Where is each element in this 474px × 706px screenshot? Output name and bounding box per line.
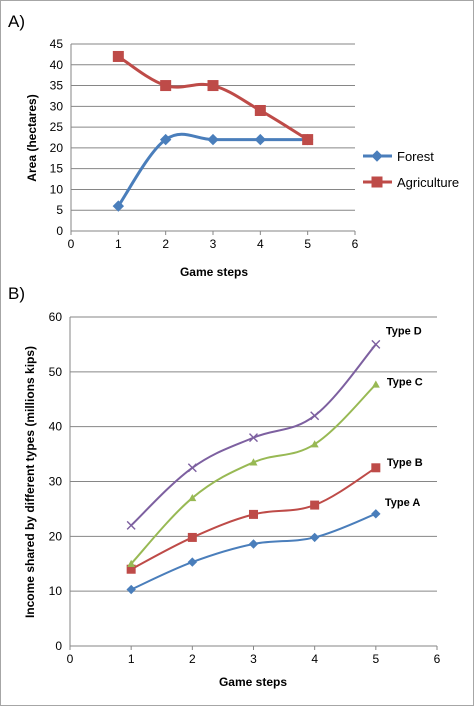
grid-b	[69, 316, 438, 650]
x-tick-label: 0	[68, 237, 75, 251]
data-point	[309, 532, 320, 543]
data-point	[371, 509, 381, 519]
y-tick-label: 10	[49, 584, 63, 598]
y-tick-label: 30	[49, 475, 63, 489]
x-tick-label: 6	[434, 652, 441, 666]
y-axis-title-a: Area (hectares)	[25, 94, 39, 181]
x-tick-labels-a: 0 1 2 3 4 5 6	[68, 237, 359, 251]
data-point	[207, 133, 219, 146]
series-labels-b: Type A Type B Type C Type D	[385, 325, 423, 508]
series-type-c	[127, 380, 380, 567]
x-tick-label: 3	[210, 237, 217, 251]
series-line	[130, 512, 377, 591]
data-point	[112, 200, 125, 212]
x-tick-labels-b: 0 1 2 3 4 5 6	[67, 652, 441, 666]
series-agriculture	[112, 50, 314, 146]
y-tick-label: 0	[55, 639, 62, 653]
data-point	[248, 539, 259, 549]
y-tick-label: 35	[50, 79, 64, 93]
x-tick-label: 5	[304, 237, 311, 251]
series-label: Type C	[387, 376, 423, 388]
panel-label-a: A)	[8, 12, 25, 31]
x-axis-title-b: Game steps	[219, 675, 287, 689]
y-tick-label: 45	[50, 37, 64, 51]
data-point	[249, 433, 258, 443]
series-group-b	[126, 339, 381, 595]
legend-marker	[371, 150, 383, 162]
data-point	[127, 559, 136, 567]
legend-item: Agriculture	[363, 175, 459, 190]
data-point	[254, 104, 266, 116]
data-point	[207, 80, 219, 92]
y-tick-label: 20	[50, 141, 64, 155]
data-point	[126, 520, 136, 530]
data-point	[160, 80, 172, 92]
data-point	[249, 458, 258, 466]
x-tick-label: 2	[189, 652, 196, 666]
x-tick-label: 0	[67, 652, 74, 666]
data-point	[371, 339, 381, 349]
y-tick-label: 0	[56, 224, 63, 238]
legend-marker	[371, 176, 383, 188]
data-point	[254, 133, 267, 146]
y-tick-label: 15	[50, 162, 64, 176]
data-point	[159, 133, 172, 146]
x-tick-label: 1	[115, 237, 122, 251]
legend-a: Forest Agriculture	[363, 149, 459, 190]
data-point	[112, 50, 124, 62]
data-point	[302, 134, 314, 146]
y-tick-label: 60	[49, 310, 63, 324]
legend-item: Forest	[363, 149, 434, 164]
data-point	[371, 463, 381, 473]
data-point	[371, 380, 380, 388]
data-point	[187, 532, 197, 542]
data-point	[188, 493, 197, 502]
series-label: Type D	[386, 325, 422, 337]
data-point	[126, 584, 136, 595]
y-tick-label: 20	[49, 529, 63, 543]
x-tick-label: 6	[352, 237, 359, 251]
x-tick-label: 4	[257, 237, 264, 251]
series-label: Type B	[387, 457, 423, 469]
x-axis-title-a: Game steps	[180, 265, 248, 279]
data-point	[310, 500, 320, 510]
y-axis-title-b: Income shared by different types (millio…	[23, 346, 37, 618]
y-tick-label: 5	[56, 203, 63, 217]
series-group-a	[112, 50, 314, 212]
y-tick-label: 10	[50, 182, 64, 196]
data-point	[310, 440, 319, 448]
y-tick-labels-b: 0 10 20 30 40 50 60	[49, 310, 63, 653]
legend-label: Forest	[397, 149, 434, 164]
x-tick-label: 4	[311, 652, 318, 666]
y-tick-labels-a: 0 5 10 15 20 25 30 35 40 45	[50, 37, 64, 238]
y-tick-label: 40	[50, 58, 64, 72]
x-tick-label: 5	[372, 652, 379, 666]
panel-label-b: B)	[8, 284, 25, 303]
legend-label: Agriculture	[397, 175, 459, 190]
y-tick-label: 25	[50, 120, 64, 134]
series-type-d	[126, 339, 381, 530]
series-type-a	[126, 509, 381, 595]
data-point	[187, 463, 197, 473]
y-tick-label: 50	[49, 365, 63, 379]
y-tick-label: 30	[50, 99, 64, 113]
series-label: Type A	[385, 497, 421, 509]
series-line	[130, 383, 377, 565]
data-point	[310, 411, 320, 421]
series-forest	[112, 132, 314, 212]
y-tick-label: 40	[49, 420, 63, 434]
x-tick-label: 1	[128, 652, 135, 666]
data-point	[249, 509, 258, 519]
x-tick-label: 3	[250, 652, 257, 666]
series-type-b	[126, 463, 381, 574]
x-tick-label: 2	[162, 237, 169, 251]
data-point	[187, 557, 198, 567]
